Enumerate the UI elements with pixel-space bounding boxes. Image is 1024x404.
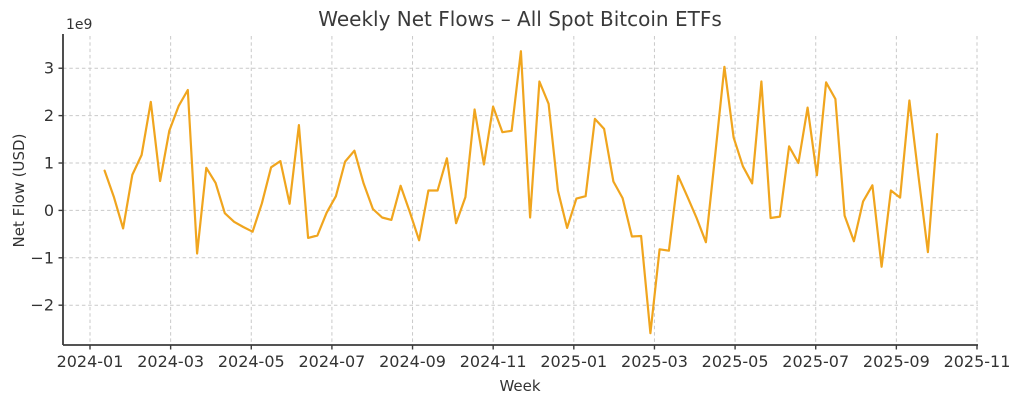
x-tick-labels: 2024-01 2024-03 2024-05 2024-07 2024-09 2024-…: [57, 352, 1011, 371]
x-tick-label: 2024-11: [460, 352, 527, 371]
x-gridlines: [89, 36, 978, 345]
y-tick-label: −2: [30, 296, 54, 315]
x-tick-label: 2025-09: [863, 352, 930, 371]
y-gridlines: [63, 67, 978, 306]
x-tick-label: 2024-03: [137, 352, 204, 371]
y-tick-label: −1: [30, 248, 54, 267]
x-tick-label: 2025-01: [540, 352, 607, 371]
x-tick-label: 2024-01: [57, 352, 124, 371]
y-tick-label: 2: [44, 106, 54, 125]
x-tick-label: 2025-05: [702, 352, 769, 371]
net-flow-series-line: [103, 50, 939, 335]
x-tick-label: 2024-05: [218, 352, 285, 371]
x-tick-label: 2025-03: [621, 352, 688, 371]
x-tick-label: 2025-11: [944, 352, 1011, 371]
tick-marks: [58, 67, 978, 350]
y-tick-label: 1: [44, 154, 54, 173]
x-tick-label: 2024-09: [379, 352, 446, 371]
x-tick-label: 2024-07: [298, 352, 365, 371]
chart-title: Weekly Net Flows – All Spot Bitcoin ETFs: [318, 7, 722, 31]
y-tick-label: 0: [44, 201, 54, 220]
y-axis-label: Net Flow (USD): [10, 134, 28, 248]
axes-spines: [62, 34, 978, 346]
y-tick-label: 3: [44, 59, 54, 78]
y-axis-offset-label: 1e9: [66, 17, 92, 33]
x-tick-label: 2025-07: [782, 352, 849, 371]
y-tick-labels: 3 2 1 0 −1 −2: [30, 59, 54, 315]
x-axis-label: Week: [499, 377, 540, 395]
